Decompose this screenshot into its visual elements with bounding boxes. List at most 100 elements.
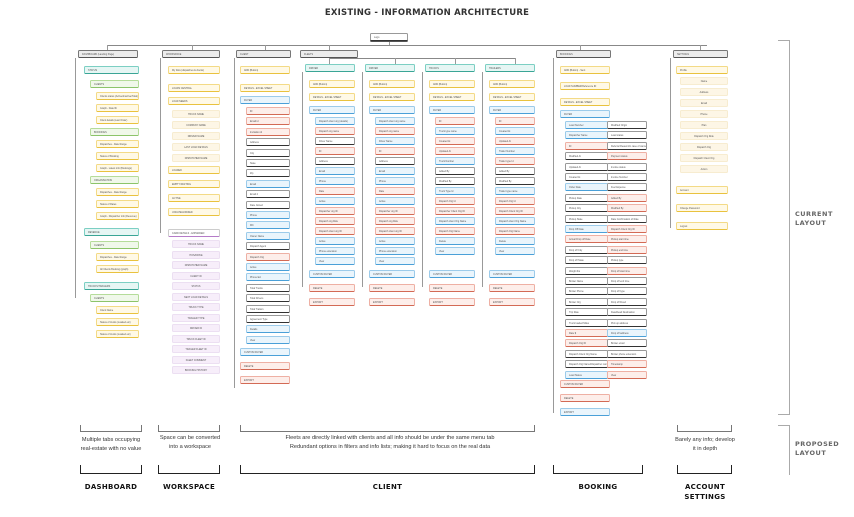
delete-node: DELETE bbox=[369, 284, 415, 292]
profile-item: Action bbox=[680, 165, 728, 173]
group-node: CLIENTS bbox=[90, 80, 139, 88]
connector bbox=[422, 72, 423, 287]
client-header: CLIENT bbox=[236, 50, 291, 58]
export-node: EXPORT bbox=[309, 298, 355, 306]
leaf-node: Clients status (Active/Inactive/Total) bbox=[96, 92, 139, 100]
profile-node: Profile bbox=[676, 66, 728, 74]
revenue-node: REVENUE bbox=[84, 228, 139, 236]
filter-item: View bbox=[375, 257, 415, 265]
filter-item: ID bbox=[435, 117, 475, 125]
fleet-subheader: TRUCKS bbox=[425, 64, 475, 72]
note-line: Fleets are directly linked with clients … bbox=[285, 435, 495, 441]
filter-item: Phone bbox=[315, 177, 355, 185]
filter-item: Modified By bbox=[495, 177, 535, 185]
connector bbox=[265, 45, 266, 50]
connector bbox=[234, 58, 235, 388]
root-node: Logo bbox=[370, 33, 408, 41]
current-layout-label: CURRENT LAYOUT bbox=[795, 210, 833, 228]
top-connector bbox=[107, 45, 707, 46]
leaf-node: Graph - Latest info (Bookings) bbox=[96, 164, 139, 172]
dashboard-bracket bbox=[80, 465, 142, 474]
current-label-line2: LAYOUT bbox=[795, 219, 827, 227]
connector bbox=[580, 45, 581, 50]
fleet-add: ADD (Button) bbox=[369, 80, 415, 88]
filter-item: Rate bbox=[375, 187, 415, 195]
client-filter: FILTER bbox=[240, 96, 290, 104]
filter-item: Email bbox=[246, 179, 290, 188]
group-node: BOOKINGS bbox=[90, 128, 139, 136]
card-item: TRUCK TYPE bbox=[172, 303, 220, 311]
booking-details: DETAILS - EXCEL SHEET bbox=[560, 98, 610, 106]
settings-bracket bbox=[677, 465, 732, 474]
connector bbox=[329, 45, 330, 50]
filter-item: Dispatch client org ID bbox=[375, 227, 415, 235]
logout-node: Logout bbox=[676, 222, 728, 230]
delete-node: DELETE bbox=[240, 362, 290, 370]
filter-item: Dispatch org name bbox=[375, 127, 415, 135]
custom-filter: CUSTOM FILTER bbox=[369, 270, 415, 278]
filter-item: Load status bbox=[607, 131, 647, 140]
fleet-filter: FILTER bbox=[369, 106, 415, 114]
dashboard-note-bracket bbox=[80, 425, 142, 432]
filter-item: Active bbox=[315, 237, 355, 245]
current-layout-bracket bbox=[778, 40, 790, 415]
fleet-details: DETAILS - EXCEL SHEET bbox=[369, 93, 415, 101]
note-line: into a workspace bbox=[169, 444, 211, 450]
filter-item: Fuel Expense bbox=[607, 183, 647, 192]
profile-item: Dispatch Client Org bbox=[680, 154, 728, 162]
filter-item: Created At bbox=[565, 173, 608, 181]
filter-item: Trailer type Id bbox=[495, 157, 535, 165]
section-label-line: ACCOUNT bbox=[684, 483, 726, 491]
note-line: Redundant options in filters and info li… bbox=[289, 444, 491, 450]
filter-item: Active bbox=[315, 197, 355, 205]
workspace-item: UNCATEGORIZED bbox=[168, 208, 220, 216]
leaf-node: All Clients Booking (graph) bbox=[96, 265, 139, 273]
filter-item: Dispatcher org ID bbox=[315, 207, 355, 215]
filter-item: Updated At bbox=[495, 137, 535, 145]
proposed-label-line2: LAYOUT bbox=[795, 449, 827, 457]
leaf-node: Graph - Date filt bbox=[96, 104, 139, 112]
leaf-node: Status of Booking bbox=[96, 152, 139, 160]
filter-item: Total Trailers bbox=[246, 304, 290, 313]
connector bbox=[395, 58, 396, 64]
filter-item: Pickup type bbox=[607, 256, 647, 265]
filter-item: Active bbox=[375, 237, 415, 245]
profile-item: Phone bbox=[680, 110, 728, 118]
filter-item: Dispatcher Name bbox=[565, 131, 608, 140]
filter-item: Broker Name bbox=[565, 277, 608, 285]
filter-item: View bbox=[435, 247, 475, 255]
profile-item: Address bbox=[680, 88, 728, 96]
filter-item: Dispatch Client Org ID bbox=[495, 207, 535, 215]
filter-item: Dispatch Agent bbox=[246, 242, 290, 251]
filter-item: Address bbox=[375, 157, 415, 165]
load-needs: LOAD NEEDS bbox=[168, 97, 220, 105]
workspace-item: LOADED bbox=[168, 166, 220, 174]
settings-header: SETTINGS bbox=[673, 50, 728, 58]
filter-item: Broker phone extension bbox=[607, 349, 647, 358]
delete-node: DELETE bbox=[560, 394, 610, 402]
filter-item: Drop Off Date bbox=[565, 225, 608, 233]
filter-item: Pickup end time bbox=[607, 245, 647, 254]
filter-item: Weight lbs bbox=[565, 266, 608, 275]
section-client: CLIENT bbox=[372, 483, 403, 491]
booking-bracket bbox=[553, 465, 643, 474]
dashboard-header: DASHBOARD (Landing Page) bbox=[78, 50, 138, 58]
note-line: Multiple tabs occupying bbox=[81, 437, 141, 443]
filter-item: Created At bbox=[435, 137, 475, 145]
filter-item: ID bbox=[246, 107, 290, 115]
load-need-item: TRUCK NAME bbox=[172, 110, 220, 118]
card-item: DISPATCHER NAME bbox=[172, 261, 220, 269]
filter-item: Email bbox=[315, 167, 355, 175]
card-item: STATUS bbox=[172, 282, 220, 290]
filter-item: Dispatch Org Name bbox=[435, 227, 475, 235]
filter-item: Trip Rate bbox=[565, 308, 608, 317]
filter-item: Delete bbox=[435, 237, 475, 245]
filter-item: Dispatch org Role bbox=[315, 217, 355, 225]
filter-item: Email id bbox=[246, 117, 290, 126]
leaf-node: Dispatches - Date Range bbox=[96, 140, 139, 148]
card-item: TRAILER TYPE bbox=[172, 313, 220, 322]
group-node: ORGANISATION bbox=[90, 176, 139, 184]
fleet-filter: FILTER bbox=[429, 106, 475, 114]
filter-item: Created At bbox=[495, 127, 535, 135]
custom-filter: CUSTOM FILTER bbox=[240, 348, 290, 356]
